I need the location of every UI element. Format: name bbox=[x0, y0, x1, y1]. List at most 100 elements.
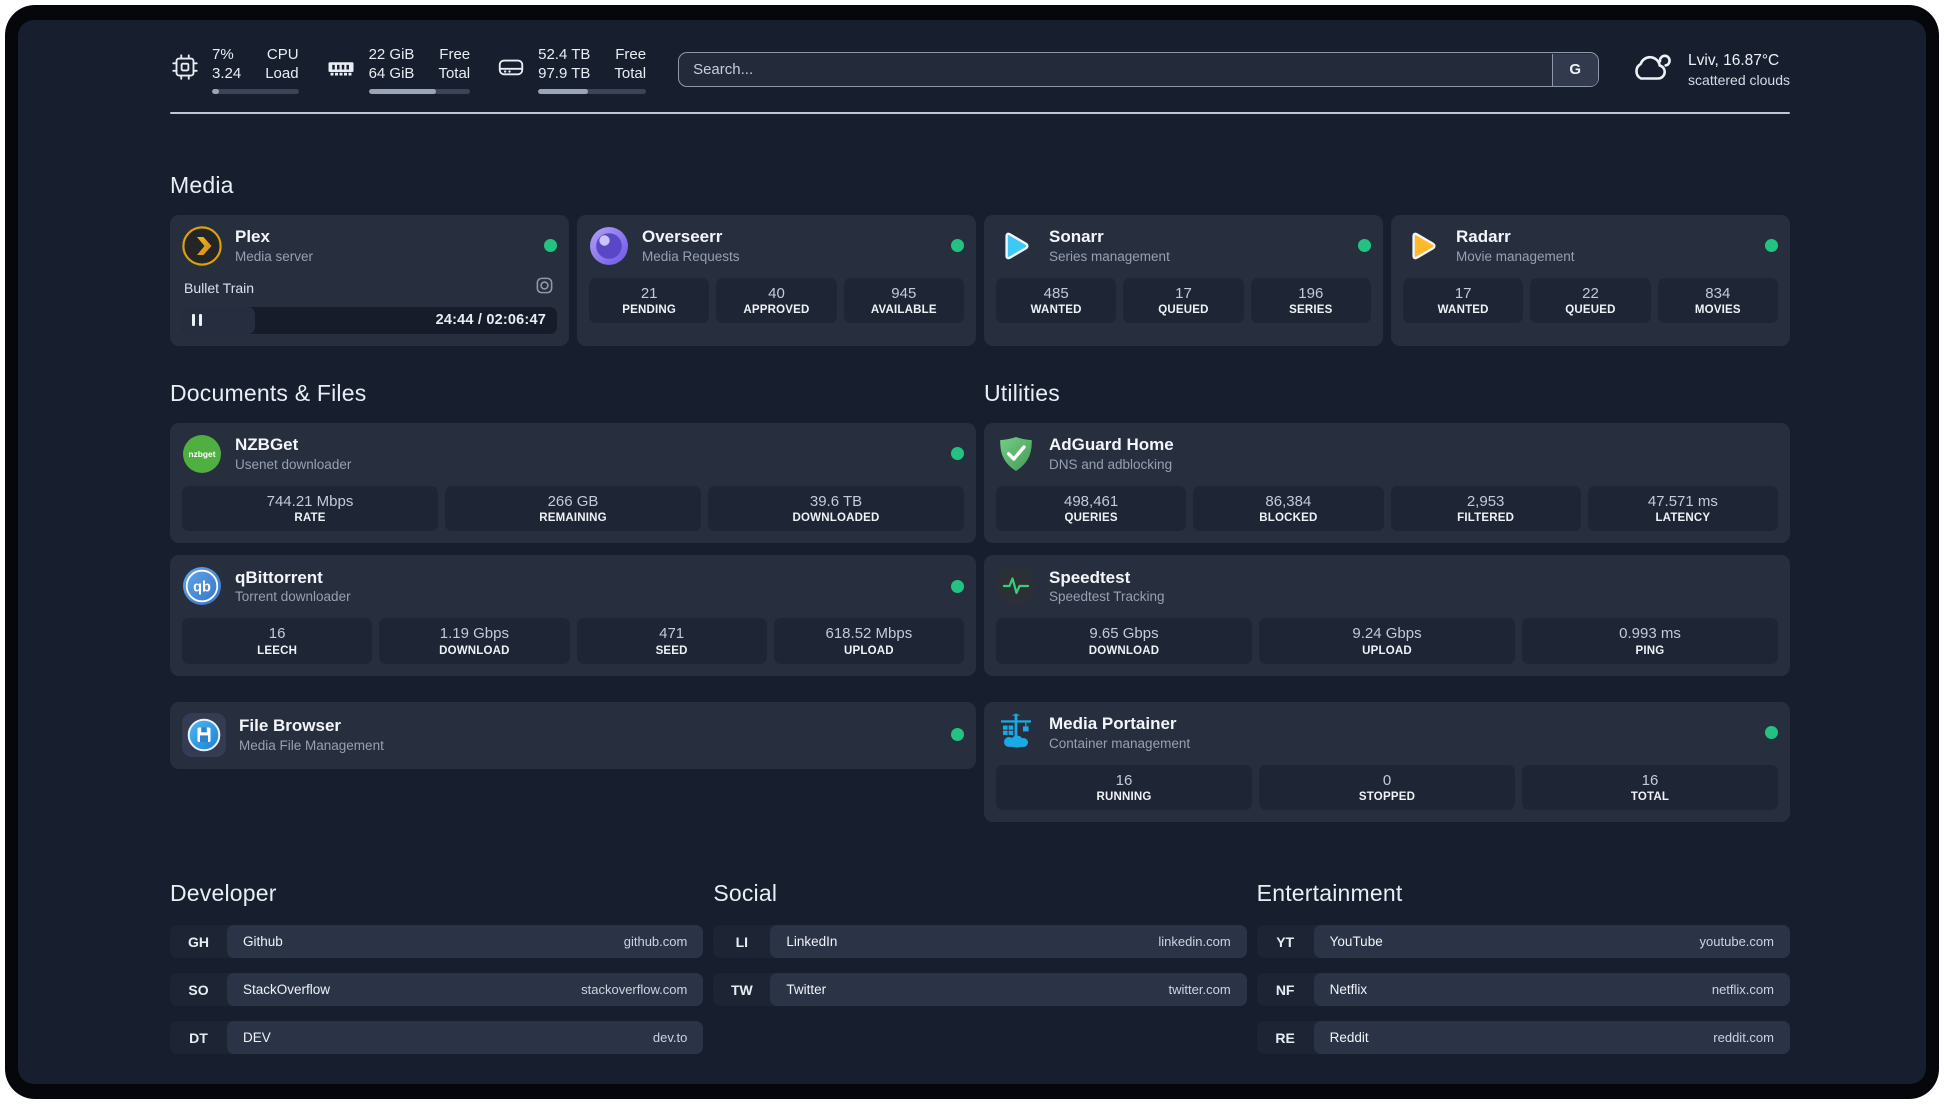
bookmark-abbr: DT bbox=[189, 1029, 208, 1046]
playback-progress-bar: 24:44 / 02:06:47 bbox=[182, 306, 557, 334]
weather-condition: scattered clouds bbox=[1688, 71, 1790, 88]
stat-tile: 485 WANTED bbox=[996, 277, 1117, 323]
bookmark-github[interactable]: GH Github github.com bbox=[170, 925, 704, 958]
status-dot bbox=[1358, 239, 1371, 252]
status-dot bbox=[951, 579, 964, 593]
plex-icon bbox=[182, 225, 222, 266]
bookmark-reddit[interactable]: RE Reddit reddit.com bbox=[1256, 1021, 1790, 1054]
service-title: NZBGet bbox=[235, 435, 299, 455]
bookmarks-social: Social LI LinkedIn linkedin.com TW Twitt… bbox=[713, 880, 1247, 1069]
hard-drive-icon bbox=[496, 52, 526, 87]
service-card-overseerr[interactable]: Overseerr Media Requests 21 PENDING 40 A… bbox=[577, 214, 976, 346]
adguard-icon bbox=[996, 434, 1036, 474]
bookmark-url: reddit.com bbox=[1713, 1030, 1774, 1045]
bookmark-name: YouTube bbox=[1329, 934, 1383, 949]
service-card-filebrowser[interactable]: File Browser Media File Management bbox=[170, 701, 976, 769]
section-media: Media Plex Media server bbox=[170, 172, 1790, 346]
service-subtitle: Media File Management bbox=[239, 737, 384, 753]
stat-tile: 16 RUNNING bbox=[996, 764, 1252, 810]
cpu-progress-bar bbox=[212, 88, 299, 94]
bookmark-linkedin[interactable]: LI LinkedIn linkedin.com bbox=[713, 925, 1247, 958]
bookmark-dev[interactable]: DT DEV dev.to bbox=[170, 1021, 704, 1054]
bookmark-abbr: LI bbox=[735, 933, 749, 950]
stat-tile: 9.65 Gbps DOWNLOAD bbox=[996, 618, 1252, 664]
bookmark-url: netflix.com bbox=[1711, 982, 1774, 997]
bookmark-twitter[interactable]: TW Twitter twitter.com bbox=[713, 973, 1247, 1006]
service-subtitle: Media Requests bbox=[642, 248, 740, 264]
utilities-section-title: Utilities bbox=[984, 379, 1060, 406]
topbar: 7% 3.24 CPU Load bbox=[170, 46, 1790, 94]
bookmark-name: Github bbox=[243, 934, 283, 949]
service-title: Speedtest bbox=[1049, 567, 1131, 587]
cloud-icon bbox=[1629, 49, 1675, 90]
stat-tile: 17 WANTED bbox=[1403, 277, 1524, 323]
service-title: Sonarr bbox=[1049, 227, 1104, 247]
service-subtitle: Media server bbox=[235, 248, 314, 264]
stat-tile: 0.993 ms PING bbox=[1522, 618, 1778, 664]
disk-total-value: 97.9 TB bbox=[538, 64, 591, 82]
status-dot bbox=[544, 239, 557, 252]
stat-tile: 0 STOPPED bbox=[1259, 764, 1515, 810]
disk-free-value: 52.4 TB bbox=[538, 46, 591, 63]
weather-widget: Lviv, 16.87°C scattered clouds bbox=[1629, 49, 1790, 90]
cpu-widget: 7% 3.24 CPU Load bbox=[170, 46, 299, 94]
bookmark-url: github.com bbox=[623, 934, 688, 949]
search-provider-button[interactable]: G bbox=[1551, 53, 1598, 86]
bookmarks-developer: Developer GH Github github.com SO StackO… bbox=[170, 880, 704, 1069]
service-card-plex[interactable]: Plex Media server Bullet Train bbox=[170, 214, 569, 346]
service-title: Plex bbox=[235, 227, 270, 247]
search-bar: G bbox=[678, 52, 1600, 88]
bookmark-name: Reddit bbox=[1329, 1030, 1369, 1045]
bookmark-name: StackOverflow bbox=[243, 982, 331, 997]
service-card-radarr[interactable]: Radarr Movie management 17 WANTED 22 QUE… bbox=[1391, 214, 1790, 346]
nzbget-icon: nzbget bbox=[182, 434, 222, 474]
service-card-portainer[interactable]: Media Portainer Container management 16 … bbox=[984, 701, 1790, 822]
filebrowser-icon bbox=[182, 712, 226, 757]
service-card-adguard[interactable]: AdGuard Home DNS and adblocking 498,461 … bbox=[984, 422, 1790, 543]
memory-progress-fill bbox=[368, 88, 436, 94]
stat-tile: 1.19 Gbps DOWNLOAD bbox=[379, 618, 570, 664]
stat-tile: 196 SERIES bbox=[1250, 277, 1371, 323]
status-dot bbox=[1765, 726, 1778, 739]
bookmarks-entertainment: Entertainment YT YouTube youtube.com NF … bbox=[1256, 880, 1790, 1069]
service-card-speedtest[interactable]: Speedtest Speedtest Tracking 9.65 Gbps D… bbox=[984, 555, 1790, 676]
bookmark-youtube[interactable]: YT YouTube youtube.com bbox=[1256, 925, 1790, 958]
topbar-divider bbox=[170, 111, 1790, 114]
qbittorrent-icon: qb bbox=[182, 566, 222, 606]
service-card-qbittorrent[interactable]: qb qBittorrent Torrent downloader 16 LEE… bbox=[170, 555, 976, 676]
bookmark-url: linkedin.com bbox=[1158, 934, 1231, 949]
media-section-title: Media bbox=[170, 171, 234, 198]
service-subtitle: Container management bbox=[1049, 735, 1191, 751]
search-input[interactable] bbox=[678, 52, 1600, 88]
disk-progress-bar bbox=[538, 88, 647, 94]
section-utilities: Utilities AdGuard Home DNS and bbox=[984, 379, 1790, 822]
service-subtitle: Series management bbox=[1049, 248, 1170, 264]
stat-tile: 9.24 Gbps UPLOAD bbox=[1259, 618, 1515, 664]
overseerr-icon bbox=[589, 226, 629, 266]
cpu-usage-value: 7% bbox=[212, 46, 234, 63]
bookmark-name: Twitter bbox=[786, 982, 827, 997]
bookmark-url: twitter.com bbox=[1168, 982, 1231, 997]
stat-tile: 498,461 QUERIES bbox=[996, 485, 1187, 531]
bookmark-stackoverflow[interactable]: SO StackOverflow stackoverflow.com bbox=[170, 973, 704, 1006]
memory-free-value: 22 GiB bbox=[368, 46, 415, 63]
service-subtitle: Torrent downloader bbox=[235, 589, 351, 605]
pause-icon bbox=[192, 314, 202, 326]
disk-progress-fill bbox=[538, 88, 588, 94]
memory-progress-bar bbox=[368, 88, 471, 94]
service-card-nzbget[interactable]: nzbget NZBGet Usenet downloader 744.21 M… bbox=[170, 422, 976, 543]
bookmark-name: Netflix bbox=[1329, 982, 1368, 997]
entertainment-section-title: Entertainment bbox=[1256, 880, 1403, 906]
bookmark-name: LinkedIn bbox=[786, 934, 838, 949]
stat-tile: 618.52 Mbps UPLOAD bbox=[773, 618, 964, 664]
bookmark-name: DEV bbox=[243, 1030, 271, 1045]
stat-tile: 86,384 BLOCKED bbox=[1193, 485, 1384, 531]
service-card-sonarr[interactable]: Sonarr Series management 485 WANTED 17 Q… bbox=[984, 214, 1383, 346]
disk-widget: 52.4 TB 97.9 TB Free Total bbox=[496, 46, 647, 94]
stat-tile: 17 QUEUED bbox=[1123, 277, 1244, 323]
weather-location: Lviv, 16.87°C bbox=[1688, 51, 1780, 69]
service-subtitle: Movie management bbox=[1456, 248, 1575, 264]
developer-section-title: Developer bbox=[170, 880, 277, 906]
bookmark-netflix[interactable]: NF Netflix netflix.com bbox=[1256, 973, 1790, 1006]
service-title: File Browser bbox=[239, 716, 342, 736]
